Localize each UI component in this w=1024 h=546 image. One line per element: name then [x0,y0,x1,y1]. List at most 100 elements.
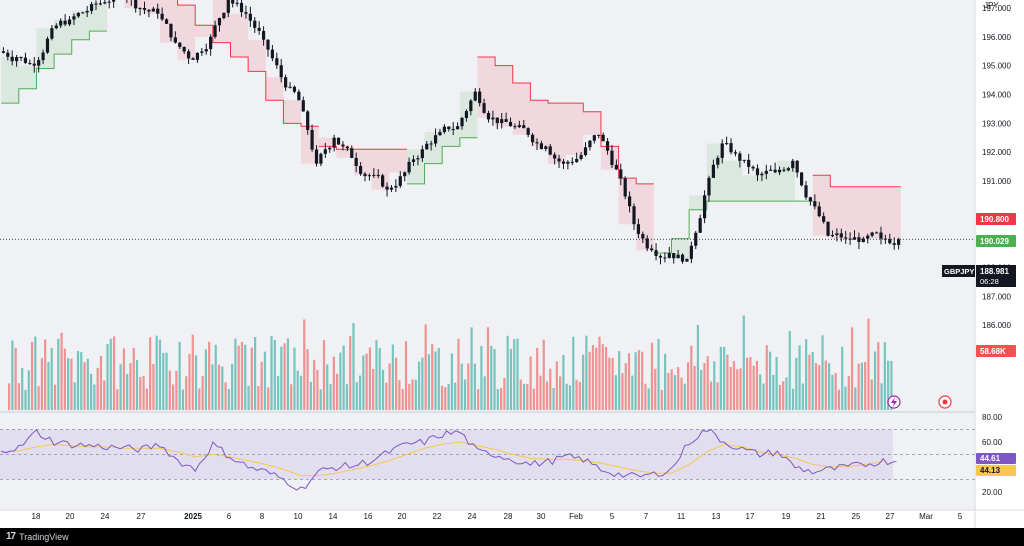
time-tick-label: 6 [227,512,232,521]
candle [126,0,128,3]
candle [156,3,160,19]
candle [147,8,151,18]
candle-body [310,129,314,150]
volume-bar [418,361,421,410]
volume-bar [250,347,253,410]
volume-bar [14,348,17,410]
candle-body [680,254,685,262]
volume-bar [860,362,863,410]
volume-bar [621,373,624,410]
volume-bar [723,346,726,410]
volume-bar [181,389,185,410]
volume-bar [654,368,657,410]
candle [694,230,698,250]
candle-body [879,232,883,239]
candle [336,137,341,145]
volume-bar [109,338,112,410]
candle-body [469,100,473,112]
volume-bar [339,352,342,410]
volume-bar [21,368,24,410]
candle-body [94,3,98,5]
volume-bar [536,347,539,410]
candle-body [103,2,107,4]
candle [667,246,671,259]
candle [257,21,261,35]
volume-bar [555,361,558,410]
candle [420,145,424,162]
candle-body [791,160,795,169]
volume-bar [322,340,326,410]
volume-bar [162,352,165,410]
candle [41,49,45,65]
target-icon[interactable] [938,395,952,409]
candle-body [231,0,235,4]
candle [182,46,186,54]
volume-bar [336,373,339,410]
volume-bar [870,379,873,410]
volume-bar [60,332,63,410]
volume-bar [841,346,844,410]
candle [747,153,751,174]
candle [544,145,548,152]
volume-bar [657,338,660,410]
volume-bar [178,341,181,410]
candle [67,16,72,27]
chart-area[interactable]: 197.000 196.000 195.000 194.000 193.000 192.0… [0,0,1024,528]
lightning-icon[interactable] [887,395,901,409]
candle-body [301,100,305,112]
candle [645,235,649,252]
volume-bar [293,347,296,410]
volume-bar [257,386,260,410]
candle [200,48,204,56]
candle [702,190,707,224]
currency-label: JPY [984,1,999,10]
volume-bar [290,384,293,410]
candle [45,36,50,54]
volume-bar [798,345,801,410]
volume-bar [86,358,89,410]
volume-bar [221,366,224,410]
candle-body [861,238,865,243]
candle-body [350,148,354,158]
candle [575,152,579,163]
candle-body [482,103,486,113]
candle [76,11,80,18]
volume-bar [782,381,785,410]
candle-body [526,128,530,135]
tradingview-logo[interactable]: 17 TradingView [6,531,69,542]
candle [513,123,517,130]
candle [367,173,372,181]
volume-bar [500,388,503,410]
candle-body [888,239,892,244]
volume-bar [887,360,890,410]
candle [226,0,230,18]
volume-bar [129,363,132,410]
candle [310,124,314,152]
candle-body [288,86,292,88]
candle [416,155,420,166]
candle-body [522,125,526,129]
time-tick-label: 27 [137,512,146,521]
candle-body [257,27,261,31]
time-tick-label: 17 [746,512,755,521]
candle [23,52,28,65]
candle [614,159,618,171]
candle [795,160,799,178]
candle [663,252,667,263]
volume-bar [145,388,148,410]
candle [407,157,411,175]
volume-bar [139,377,142,410]
volume-bar [582,354,585,410]
candle-body [23,57,28,63]
volume-bar [208,341,211,410]
volume-bar [313,359,316,410]
volume-bar [273,340,276,410]
candle [561,158,566,170]
volume-bar [437,347,440,410]
candle-body [363,173,367,177]
volume-bar [404,341,408,410]
time-tick-label: 5 [610,512,615,521]
volume-bar [276,376,280,410]
supertrend-fill-6 [812,175,901,240]
candle-body [429,143,433,145]
